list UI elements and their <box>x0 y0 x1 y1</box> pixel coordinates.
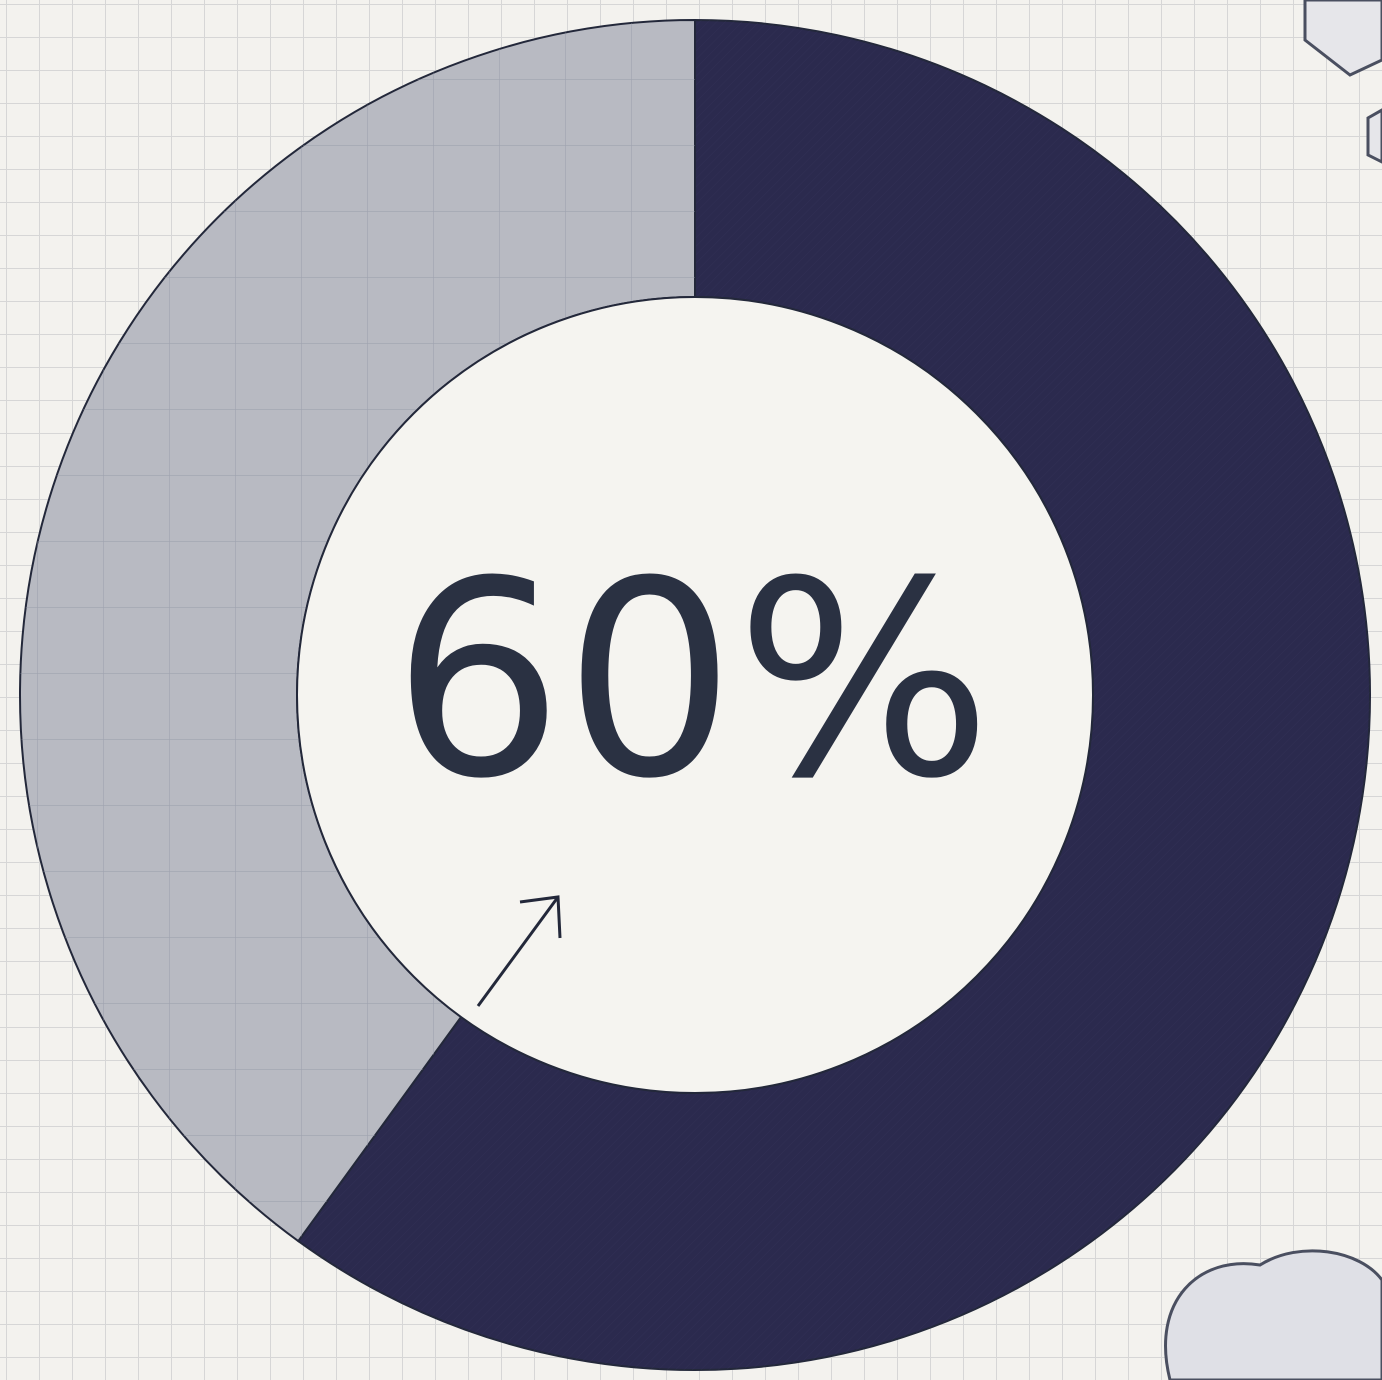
decor-cubes <box>1164 0 1382 1380</box>
donut-hole <box>296 296 1094 1094</box>
center-label: 60% <box>392 523 992 838</box>
arrow <box>476 895 562 1007</box>
